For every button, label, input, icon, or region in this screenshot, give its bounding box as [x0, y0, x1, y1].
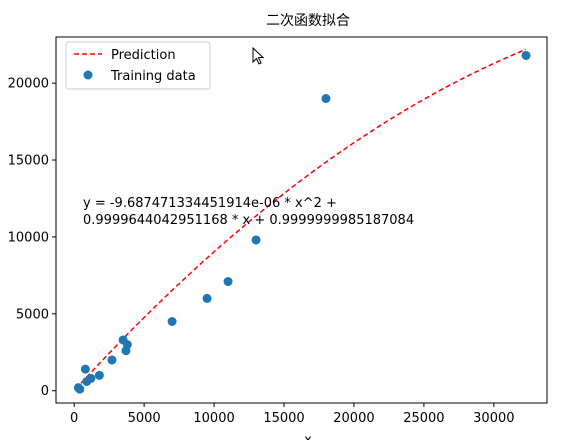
training-point-15	[521, 50, 531, 60]
training-point-13	[251, 235, 261, 245]
training-point-5	[94, 370, 104, 380]
series-layer	[73, 48, 531, 394]
equation-line-1: y = -9.687471334451914e-06 * x^2 +	[83, 196, 337, 211]
y-tick-label-3: 15000	[8, 154, 49, 169]
x-tick-label-3: 15000	[263, 411, 304, 426]
training-point-2	[80, 364, 90, 374]
training-point-12	[223, 277, 233, 287]
y-tick-label-2: 10000	[8, 230, 49, 245]
x-tick-label-6: 30000	[473, 411, 514, 426]
mouse-pointer-icon	[252, 47, 264, 65]
x-tick-label-5: 25000	[403, 411, 444, 426]
training-point-11	[202, 293, 212, 303]
x-axis: 0 5000 10000 15000 20000 25000 30000	[70, 403, 515, 426]
training-point-9	[122, 340, 132, 350]
equation-annotation: y = -9.687471334451914e-06 * x^2 + 0.999…	[83, 196, 414, 228]
training-point-10	[167, 316, 177, 326]
training-point-14	[321, 94, 331, 104]
y-axis: 0 5000 10000 15000 20000	[8, 77, 56, 399]
equation-line-2: 0.9999644042951168 * x + 0.9999999985187…	[83, 213, 414, 228]
training-point-6	[107, 355, 117, 365]
chart-title: 二次函数拟合	[266, 13, 350, 29]
x-tick-label-1: 5000	[128, 411, 161, 426]
training-point-1	[75, 384, 85, 394]
legend-training-label: Training data	[110, 69, 196, 84]
y-tick-label-1: 5000	[16, 307, 49, 322]
x-axis-label: x	[304, 433, 312, 440]
x-tick-label-4: 20000	[333, 411, 374, 426]
y-tick-label-4: 20000	[8, 77, 49, 92]
training-point-4	[86, 373, 96, 383]
x-tick-label-0: 0	[70, 411, 78, 426]
legend-prediction-label: Prediction	[111, 48, 176, 63]
x-tick-label-2: 10000	[193, 411, 234, 426]
legend: Prediction Training data	[65, 41, 211, 90]
y-tick-label-0: 0	[41, 384, 49, 399]
plot-area	[55, 36, 548, 404]
legend-training-swatch	[83, 70, 93, 80]
prediction-line	[75, 48, 527, 390]
